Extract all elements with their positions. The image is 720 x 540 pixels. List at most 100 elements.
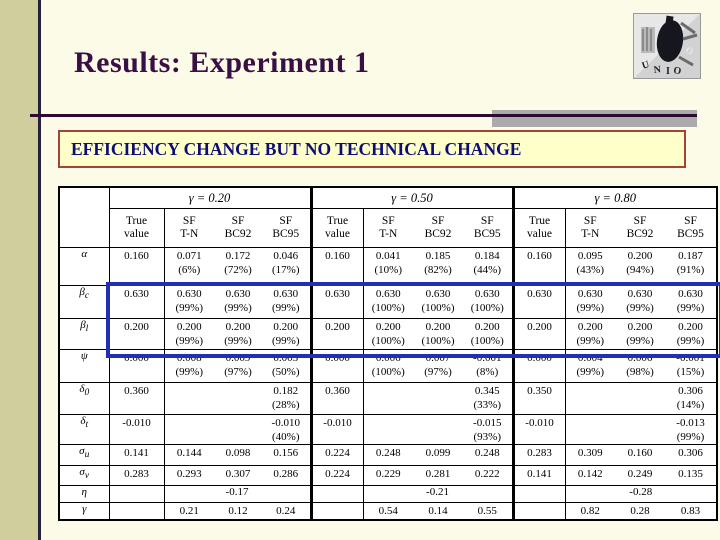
table-row: σv 0.283 0.293 0.307 0.286 0.224 0.229 0.281 0.2…: [59, 465, 717, 486]
estimate-cell: 0.200 (99%): [164, 318, 214, 350]
value-text: 0.309: [577, 447, 603, 459]
merged-value-cell: -0.28: [565, 485, 717, 503]
table-row: βl 0.200 0.200 (99%) 0.200 (99%) 0.200 (99%) 0.2…: [59, 318, 717, 350]
estimate-cell: [363, 414, 413, 445]
subtitle-banner: EFFICIENCY CHANGE BUT NO TECHNICAL CHANG…: [58, 130, 686, 168]
param-label: βc: [59, 285, 110, 319]
value-text: 0.630: [325, 288, 350, 300]
percent-text: (91%): [676, 263, 705, 276]
value-text: 0.200: [527, 321, 552, 333]
value-text: 0.360: [325, 385, 350, 397]
true-value-cell: [511, 502, 566, 520]
estimate-cell: 0.200 (99%): [262, 318, 311, 350]
value-text: 0.200: [225, 321, 251, 333]
value-text: 0.141: [124, 447, 149, 459]
table-row: δt -0.010 -0.010 (40%) -0.010 -0.015 (93%) -0.0…: [59, 414, 717, 445]
value-text: 0.185: [425, 250, 451, 262]
column-header: SF BC95: [262, 208, 311, 248]
value-text: 0.144: [176, 447, 202, 459]
left-accent-divider: [38, 0, 41, 540]
value-text: -0.010: [122, 417, 151, 429]
value-text: 0.200: [425, 321, 451, 333]
estimate-cell: -0.010 (40%): [262, 414, 311, 445]
table-row: δ0 0.360 0.182 (28%) 0.360 0.345 (33%) 0.350 0.3…: [59, 382, 717, 415]
svg-text:O: O: [684, 44, 695, 56]
estimate-cell: 0.12: [214, 502, 262, 520]
column-header: True value: [511, 208, 566, 248]
true-value-cell: 0.360: [109, 382, 165, 415]
value-text: 0.345: [474, 385, 500, 397]
estimate-cell: 0.54: [363, 502, 413, 520]
true-value-cell: 0.160: [109, 247, 165, 286]
percent-text: (14%): [676, 398, 705, 411]
table-row: α 0.160 0.071 (6%) 0.172 (72%) 0.046 (17%) 0.160…: [59, 247, 717, 286]
estimate-cell: 0.200 (94%): [615, 247, 665, 286]
table-row: γ 0.21 0.12 0.24 0.54 0.14 0.55 0.82 0.28 0.83: [59, 502, 717, 520]
value-text: 0.283: [527, 447, 552, 459]
value-text: -0.010: [271, 417, 300, 429]
value-text: 0.248: [474, 447, 500, 459]
percent-text: (99%): [272, 334, 300, 347]
value-text: 0.281: [425, 468, 451, 480]
title-gray-accent: [492, 110, 697, 127]
percent-text: (100%): [470, 334, 504, 347]
estimate-cell: 0.630 (100%): [413, 285, 463, 319]
svg-text:O: O: [672, 65, 682, 77]
column-header: SF BC92: [413, 208, 463, 248]
percent-text: (99%): [576, 334, 605, 347]
value-text: 0.160: [124, 250, 149, 262]
svg-text:N: N: [653, 64, 662, 76]
estimate-cell: 0.24: [262, 502, 311, 520]
percent-text: (99%): [224, 301, 252, 314]
value-text: 0.55: [477, 505, 497, 517]
percent-text: (28%): [272, 398, 300, 411]
estimate-cell: [164, 382, 214, 415]
value-text: 0.83: [680, 505, 701, 517]
estimate-cell: 0.099: [413, 444, 463, 466]
estimate-cell: 0.286: [262, 465, 311, 486]
estimate-cell: [214, 382, 262, 415]
value-text: 0.098: [225, 447, 251, 459]
true-value-cell: 0.283: [109, 465, 165, 486]
table-head: γ = 0.20 γ = 0.50 γ = 0.80 True value SF T-N SF…: [59, 187, 717, 248]
percent-text: (99%): [175, 334, 204, 347]
value-text: 0.630: [225, 288, 251, 300]
value-text: 0.630: [627, 288, 653, 300]
estimate-cell: [413, 382, 463, 415]
percent-text: (50%): [272, 365, 300, 378]
value-text: 0.630: [474, 288, 500, 300]
param-label: η: [59, 485, 110, 503]
estimate-cell: [164, 414, 214, 445]
true-value-cell: 0.630: [109, 285, 165, 319]
estimate-cell: 0.172 (72%): [214, 247, 262, 286]
corner-cell: [59, 187, 110, 248]
value-text: 0.071: [176, 250, 202, 262]
value-text: 0.200: [627, 321, 653, 333]
value-text: 0.21: [179, 505, 199, 517]
column-header: SF T-N: [164, 208, 214, 248]
estimate-cell: 0.135: [665, 465, 717, 486]
value-text: 0.306: [678, 385, 703, 397]
percent-text: (99%): [175, 365, 204, 378]
estimate-cell: 0.229: [363, 465, 413, 486]
value-text: 0.172: [225, 250, 251, 262]
estimate-cell: 0.248: [363, 444, 413, 466]
column-header: SF BC95: [463, 208, 513, 248]
value-text: 0.184: [474, 250, 500, 262]
true-value-cell: -0.010: [309, 414, 364, 445]
estimate-cell: 0.630 (99%): [665, 285, 717, 319]
percent-text: (99%): [676, 301, 705, 314]
estimate-cell: 0.630 (99%): [164, 285, 214, 319]
true-value-cell: 0.630: [511, 285, 566, 319]
title-underline: [30, 114, 697, 117]
estimate-cell: 0.630 (99%): [565, 285, 615, 319]
true-value-cell: 0.141: [511, 465, 566, 486]
percent-text: (99%): [224, 334, 252, 347]
estimate-cell: [565, 414, 615, 445]
value-text: 0.24: [276, 505, 296, 517]
value-text: 0.630: [124, 288, 149, 300]
estimate-cell: 0.630 (99%): [615, 285, 665, 319]
estimate-cell: 0.046 (17%): [262, 247, 311, 286]
estimate-cell: 0.187 (91%): [665, 247, 717, 286]
